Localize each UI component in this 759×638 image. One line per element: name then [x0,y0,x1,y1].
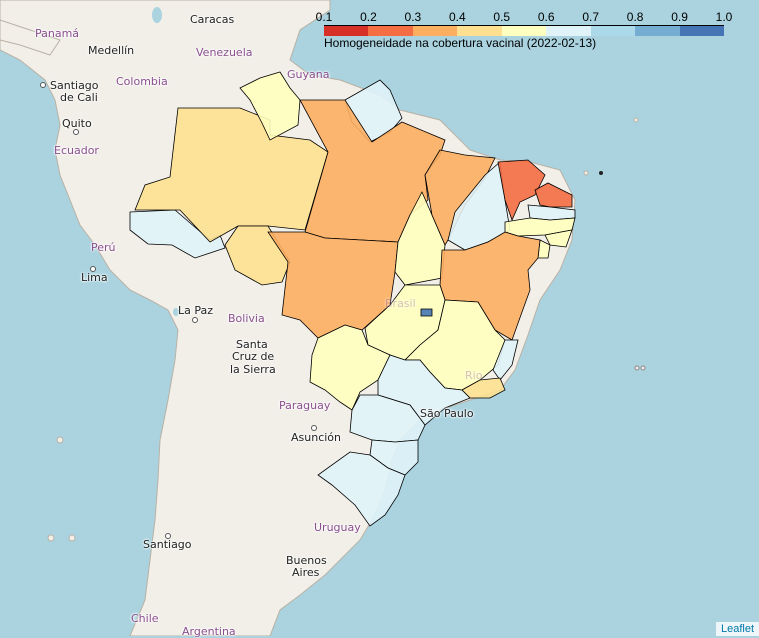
central-america-land [0,19,61,56]
legend-swatch [546,26,591,36]
label-argentina: Argentina [182,625,236,638]
city-marker [90,266,96,272]
label-quito: Quito [62,117,92,130]
label-buenosaires-1: Buenos [286,554,327,567]
island [633,117,639,123]
state-amazonas[interactable] [134,107,329,243]
legend-tick: 1.0 [715,10,733,24]
label-chile: Chile [131,612,159,625]
state-rio-grande-do-norte[interactable] [534,182,573,208]
label-ecuador: Ecuador [54,144,99,157]
label-rio: Rio [465,369,483,382]
state-roraima[interactable] [239,71,301,141]
label-lima: Lima [81,271,108,284]
legend-tick: 0.3 [404,10,422,24]
brazil-states [129,71,576,527]
legend-tick: 0.1 [315,10,333,24]
legend-swatch [635,26,680,36]
legend-swatch [412,26,458,36]
legend-color-bar [324,25,724,36]
legend-tick: 0.2 [360,10,377,24]
label-caracas: Caracas [190,13,235,26]
island [56,436,64,444]
legend-swatch [368,26,413,36]
legend-tick: 0.8 [626,10,644,24]
label-santacruz-1: Santa [236,338,268,351]
legend-caption: Homogeneidade na cobertura vacinal (2022… [324,36,597,50]
state-alagoas[interactable] [544,229,573,248]
city-marker [311,425,317,431]
lake-titicaca [173,308,179,316]
color-legend: 0.1 0.2 0.3 0.4 0.5 0.6 0.7 0.8 0.9 1.0 Homogenei… [315,10,733,50]
state-distrito-federal[interactable] [420,308,433,317]
label-bolivia: Bolivia [228,312,265,325]
state-parana[interactable] [349,394,426,443]
label-santacruz-3: la Sierra [230,363,276,376]
island [634,365,640,371]
label-guyana: Guyana [287,68,330,81]
legend-swatch [590,26,636,36]
lake-maracaibo [152,7,162,23]
legend-swatch [457,26,502,36]
island [47,534,55,542]
label-buenosaires-2: Aires [292,566,320,579]
legend-tick: 0.4 [448,10,466,24]
legend-swatch [501,26,547,36]
label-santiago-cali-2: de Cali [60,91,98,104]
label-asuncion: Asunción [291,431,342,444]
legend-swatch [679,26,724,36]
state-rio-grande-do-sul[interactable] [317,451,406,527]
label-santiago: Santiago [143,538,192,551]
city-marker [73,129,79,135]
legend-tick: 0.7 [582,10,599,24]
label-lapaz: La Paz [178,304,214,317]
legend-swatch [324,26,369,36]
label-venezuela: Venezuela [196,46,253,59]
city-marker [192,317,198,323]
island [583,170,589,176]
state-ceara[interactable] [497,159,546,222]
label-panama: Panamá [35,27,80,40]
legend-tick: 0.9 [671,10,688,24]
label-colombia: Colombia [116,75,168,88]
legend-ticks: 0.1 0.2 0.3 0.4 0.5 0.6 0.7 0.8 0.9 1.0 [315,10,733,24]
island [68,534,76,542]
city-marker [165,533,171,539]
city-marker [40,82,46,88]
label-medellin: Medellín [88,44,135,57]
legend-tick: 0.6 [537,10,555,24]
label-peru: Perú [91,241,116,254]
label-brasil: Brasil [385,297,416,310]
state-espirito-santo[interactable] [492,339,519,381]
island [599,171,603,175]
legend-tick: 0.5 [493,10,511,24]
state-acre[interactable] [129,209,226,259]
label-santacruz-2: Cruz de [232,350,275,363]
label-saopaulo: São Paulo [420,407,474,420]
label-santiago-cali-1: Santiago [50,79,99,92]
attribution-link[interactable]: Leaflet [715,622,759,636]
state-mato-grosso-do-sul[interactable] [309,324,391,411]
island [640,365,646,371]
label-uruguay: Uruguay [314,521,361,534]
label-paraguay: Paraguay [279,399,331,412]
